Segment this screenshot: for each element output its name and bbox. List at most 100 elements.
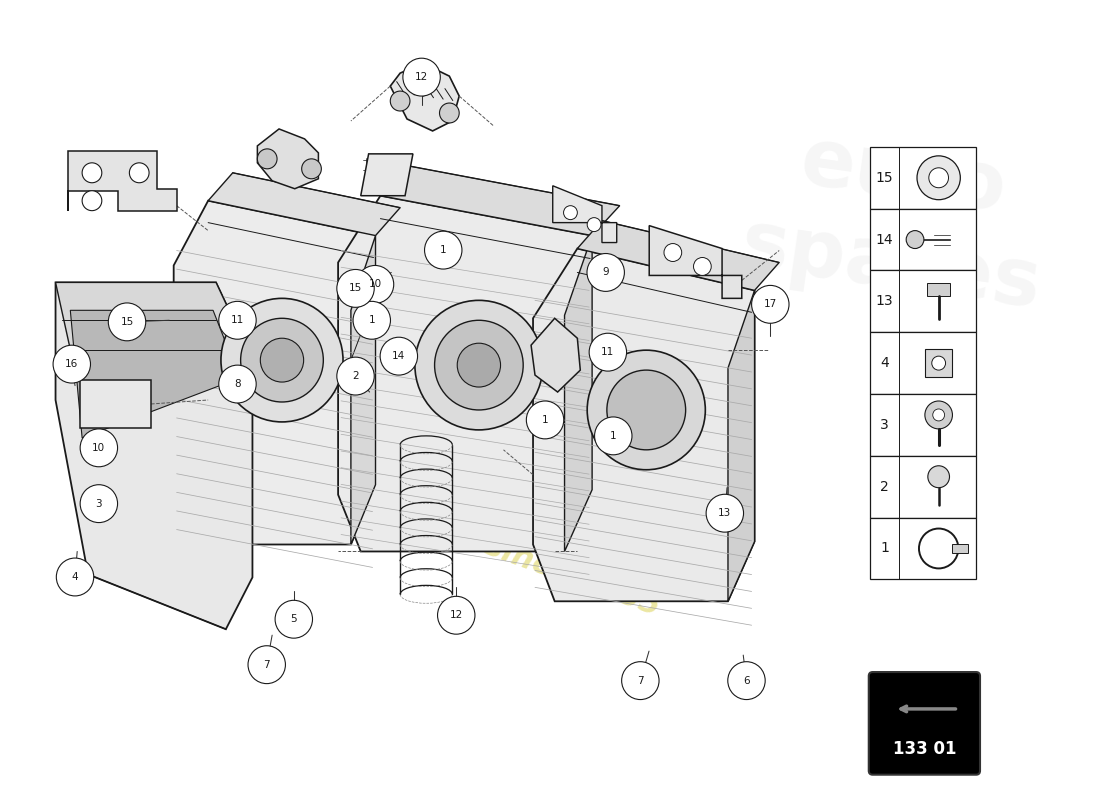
Text: 4: 4 (72, 572, 78, 582)
Circle shape (434, 320, 524, 410)
Circle shape (595, 417, 632, 455)
Polygon shape (534, 249, 755, 602)
Text: 7: 7 (637, 676, 644, 686)
Text: 1: 1 (541, 415, 549, 425)
Polygon shape (338, 196, 592, 551)
Circle shape (219, 302, 256, 339)
Circle shape (130, 163, 150, 182)
Circle shape (563, 206, 578, 220)
Circle shape (56, 558, 94, 596)
Polygon shape (649, 226, 741, 298)
FancyBboxPatch shape (870, 394, 976, 456)
Polygon shape (257, 129, 318, 189)
Text: 3: 3 (96, 498, 102, 509)
Circle shape (927, 466, 949, 488)
Polygon shape (208, 173, 400, 235)
Circle shape (425, 231, 462, 269)
Circle shape (906, 230, 924, 249)
FancyBboxPatch shape (869, 672, 980, 774)
Text: 11: 11 (231, 315, 244, 326)
Circle shape (337, 270, 374, 307)
Polygon shape (927, 283, 950, 296)
Text: 9: 9 (603, 267, 609, 278)
Text: 17: 17 (763, 299, 777, 310)
Polygon shape (55, 282, 252, 430)
Text: 133 01: 133 01 (892, 740, 956, 758)
Polygon shape (174, 201, 375, 545)
Text: 1: 1 (880, 542, 889, 555)
Polygon shape (578, 221, 779, 290)
Polygon shape (381, 166, 619, 235)
Circle shape (219, 365, 256, 403)
Text: 1: 1 (368, 315, 375, 326)
Circle shape (925, 401, 953, 429)
Text: euro
spares: euro spares (736, 116, 1059, 325)
Circle shape (693, 258, 712, 275)
Text: 10: 10 (368, 279, 382, 290)
Circle shape (390, 91, 410, 111)
Polygon shape (552, 186, 617, 242)
Text: 11: 11 (602, 347, 615, 357)
Circle shape (403, 58, 440, 96)
Text: 5: 5 (290, 614, 297, 624)
Polygon shape (55, 282, 252, 630)
Text: 16: 16 (65, 359, 78, 369)
Text: 15: 15 (120, 317, 133, 327)
Circle shape (82, 190, 102, 210)
Text: 1: 1 (610, 431, 617, 441)
Circle shape (275, 600, 312, 638)
Circle shape (587, 350, 705, 470)
Text: 3: 3 (880, 418, 889, 432)
FancyBboxPatch shape (870, 270, 976, 332)
Circle shape (526, 401, 564, 439)
Circle shape (664, 243, 682, 262)
Circle shape (587, 254, 625, 291)
Text: 2: 2 (880, 480, 889, 494)
Circle shape (337, 357, 374, 395)
Circle shape (80, 429, 118, 466)
Circle shape (590, 334, 627, 371)
Polygon shape (728, 290, 755, 602)
Text: 14: 14 (393, 351, 406, 361)
Circle shape (248, 646, 285, 684)
FancyBboxPatch shape (870, 332, 976, 394)
Text: 15: 15 (876, 170, 893, 185)
Polygon shape (390, 63, 459, 131)
Circle shape (621, 662, 659, 699)
Text: 13: 13 (876, 294, 893, 308)
FancyBboxPatch shape (870, 456, 976, 518)
Circle shape (706, 494, 744, 532)
Circle shape (221, 298, 343, 422)
Text: 12: 12 (450, 610, 463, 620)
Text: 1: 1 (440, 245, 447, 255)
Circle shape (415, 300, 543, 430)
Polygon shape (68, 151, 177, 210)
Text: 12: 12 (415, 72, 428, 82)
Text: 6: 6 (744, 676, 750, 686)
Text: 7: 7 (263, 660, 270, 670)
Circle shape (257, 149, 277, 169)
Text: 15: 15 (349, 283, 362, 294)
Text: 2: 2 (352, 371, 359, 381)
Circle shape (728, 662, 766, 699)
Circle shape (587, 218, 601, 231)
Polygon shape (351, 235, 375, 545)
Circle shape (440, 103, 459, 123)
Circle shape (918, 529, 958, 569)
Circle shape (381, 338, 418, 375)
Circle shape (933, 409, 945, 421)
Text: 8: 8 (234, 379, 241, 389)
Polygon shape (953, 543, 968, 554)
Circle shape (82, 163, 102, 182)
FancyBboxPatch shape (870, 147, 976, 209)
Circle shape (261, 338, 304, 382)
Circle shape (751, 286, 789, 323)
Polygon shape (531, 318, 581, 392)
Circle shape (917, 156, 960, 200)
Polygon shape (925, 349, 953, 377)
Polygon shape (80, 380, 151, 428)
Circle shape (108, 303, 145, 341)
FancyBboxPatch shape (870, 209, 976, 270)
Text: 10: 10 (92, 443, 106, 453)
Polygon shape (564, 235, 592, 551)
